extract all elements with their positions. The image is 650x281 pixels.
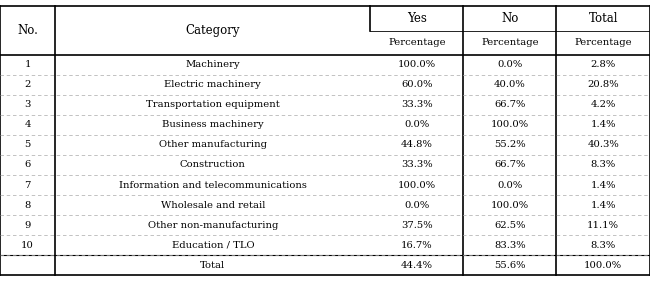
Text: Percentage: Percentage	[575, 38, 632, 47]
Text: Wholesale and retail: Wholesale and retail	[161, 201, 265, 210]
Text: Total: Total	[588, 12, 618, 25]
Text: 33.3%: 33.3%	[401, 160, 433, 169]
Text: 1.4%: 1.4%	[590, 180, 616, 189]
Text: 40.0%: 40.0%	[494, 80, 526, 89]
Text: 33.3%: 33.3%	[401, 100, 433, 109]
Text: 37.5%: 37.5%	[401, 221, 433, 230]
Text: 8.3%: 8.3%	[591, 160, 616, 169]
Text: 100.0%: 100.0%	[491, 120, 529, 129]
Text: 2.8%: 2.8%	[591, 60, 616, 69]
Text: Business machinery: Business machinery	[162, 120, 264, 129]
Text: 100.0%: 100.0%	[584, 261, 622, 270]
Text: 100.0%: 100.0%	[398, 180, 436, 189]
Text: 55.2%: 55.2%	[494, 140, 526, 149]
Text: No: No	[501, 12, 519, 25]
Text: Other manufacturing: Other manufacturing	[159, 140, 267, 149]
Text: Total: Total	[200, 261, 226, 270]
Text: 62.5%: 62.5%	[494, 221, 526, 230]
Text: 100.0%: 100.0%	[491, 201, 529, 210]
Text: 5: 5	[25, 140, 31, 149]
Text: 55.6%: 55.6%	[494, 261, 526, 270]
Text: No.: No.	[17, 24, 38, 37]
Text: 8.3%: 8.3%	[591, 241, 616, 250]
Text: 16.7%: 16.7%	[401, 241, 433, 250]
Text: 2: 2	[25, 80, 31, 89]
Text: Machinery: Machinery	[185, 60, 240, 69]
Text: Information and telecommunications: Information and telecommunications	[119, 180, 307, 189]
Text: 44.4%: 44.4%	[401, 261, 433, 270]
Text: Yes: Yes	[407, 12, 427, 25]
Text: 3: 3	[25, 100, 31, 109]
Text: Other non-manufacturing: Other non-manufacturing	[148, 221, 278, 230]
Text: Category: Category	[186, 24, 240, 37]
Text: Percentage: Percentage	[388, 38, 446, 47]
Text: 1.4%: 1.4%	[590, 120, 616, 129]
Text: Transportation equipment: Transportation equipment	[146, 100, 280, 109]
Text: 100.0%: 100.0%	[398, 60, 436, 69]
Text: 66.7%: 66.7%	[494, 100, 526, 109]
Text: 4: 4	[25, 120, 31, 129]
Text: 9: 9	[25, 221, 31, 230]
Text: 0.0%: 0.0%	[497, 60, 523, 69]
Text: 1.4%: 1.4%	[590, 201, 616, 210]
Text: 4.2%: 4.2%	[590, 100, 616, 109]
Text: 20.8%: 20.8%	[588, 80, 619, 89]
Text: Electric machinery: Electric machinery	[164, 80, 261, 89]
Text: 40.3%: 40.3%	[588, 140, 619, 149]
Text: 11.1%: 11.1%	[587, 221, 619, 230]
Text: Construction: Construction	[180, 160, 246, 169]
Text: 60.0%: 60.0%	[401, 80, 433, 89]
Text: 0.0%: 0.0%	[404, 201, 430, 210]
Text: 10: 10	[21, 241, 34, 250]
Text: 8: 8	[25, 201, 31, 210]
Text: 83.3%: 83.3%	[494, 241, 526, 250]
Text: 66.7%: 66.7%	[494, 160, 526, 169]
Text: 0.0%: 0.0%	[404, 120, 430, 129]
Text: 44.8%: 44.8%	[401, 140, 433, 149]
Text: Percentage: Percentage	[481, 38, 539, 47]
Text: Education / TLO: Education / TLO	[172, 241, 254, 250]
Text: 6: 6	[25, 160, 31, 169]
Text: 7: 7	[25, 180, 31, 189]
Text: 1: 1	[25, 60, 31, 69]
Text: 0.0%: 0.0%	[497, 180, 523, 189]
